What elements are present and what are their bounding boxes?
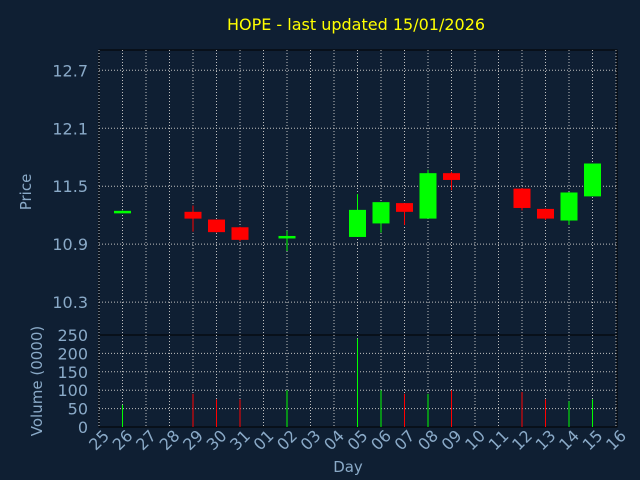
candle-body: [560, 192, 578, 221]
candle-body: [114, 210, 131, 214]
candle: [114, 210, 131, 214]
candle-body: [584, 163, 601, 197]
price-tick-label: 12.7: [52, 61, 88, 80]
day-tick-label: 16: [602, 426, 630, 454]
candle: [443, 171, 460, 191]
candle: [560, 192, 578, 225]
volume-tick-label: 150: [57, 363, 88, 382]
price-axis-label: Price: [17, 174, 35, 211]
candle: [513, 188, 531, 211]
candle: [396, 203, 413, 225]
price-axis-ticks: 10.3 10.9 11.5 12.1 12.7: [52, 61, 88, 312]
candle: [184, 205, 202, 232]
volume-tick-label: 250: [57, 326, 88, 345]
candle-body: [513, 188, 531, 208]
price-tick-label: 11.5: [52, 177, 88, 196]
candle-body: [349, 209, 366, 237]
volume-series: [122, 338, 593, 427]
candle-body: [396, 203, 413, 212]
candle: [349, 193, 366, 237]
candle-body: [419, 173, 437, 219]
candle-body: [372, 202, 390, 224]
volume-tick-label: 0: [78, 418, 88, 437]
candle: [537, 208, 554, 221]
candle-body: [231, 227, 249, 240]
price-tick-label: 10.9: [52, 235, 88, 254]
candles-series: [114, 163, 601, 251]
candle: [584, 163, 601, 197]
candle: [208, 219, 225, 233]
candle: [278, 230, 296, 251]
price-tick-label: 12.1: [52, 119, 88, 138]
chart-title: HOPE - last updated 15/01/2026: [227, 15, 485, 34]
candle-body: [443, 173, 460, 180]
candle: [231, 226, 249, 242]
candle-body: [537, 208, 554, 219]
volume-tick-label: 200: [57, 344, 88, 363]
price-tick-label: 10.3: [52, 293, 88, 312]
volume-axis-label: Volume (0000): [28, 326, 46, 436]
candle-body: [208, 219, 225, 233]
candle: [419, 169, 437, 219]
candle: [372, 202, 390, 233]
x-axis-label: Day: [333, 458, 363, 476]
volume-tick-label: 100: [57, 381, 88, 400]
day-axis-ticks: 2526272829303101020304050607080910111213…: [85, 426, 630, 454]
volume-tick-label: 50: [68, 400, 88, 419]
candle-body: [278, 235, 296, 239]
candle-body: [184, 211, 202, 219]
